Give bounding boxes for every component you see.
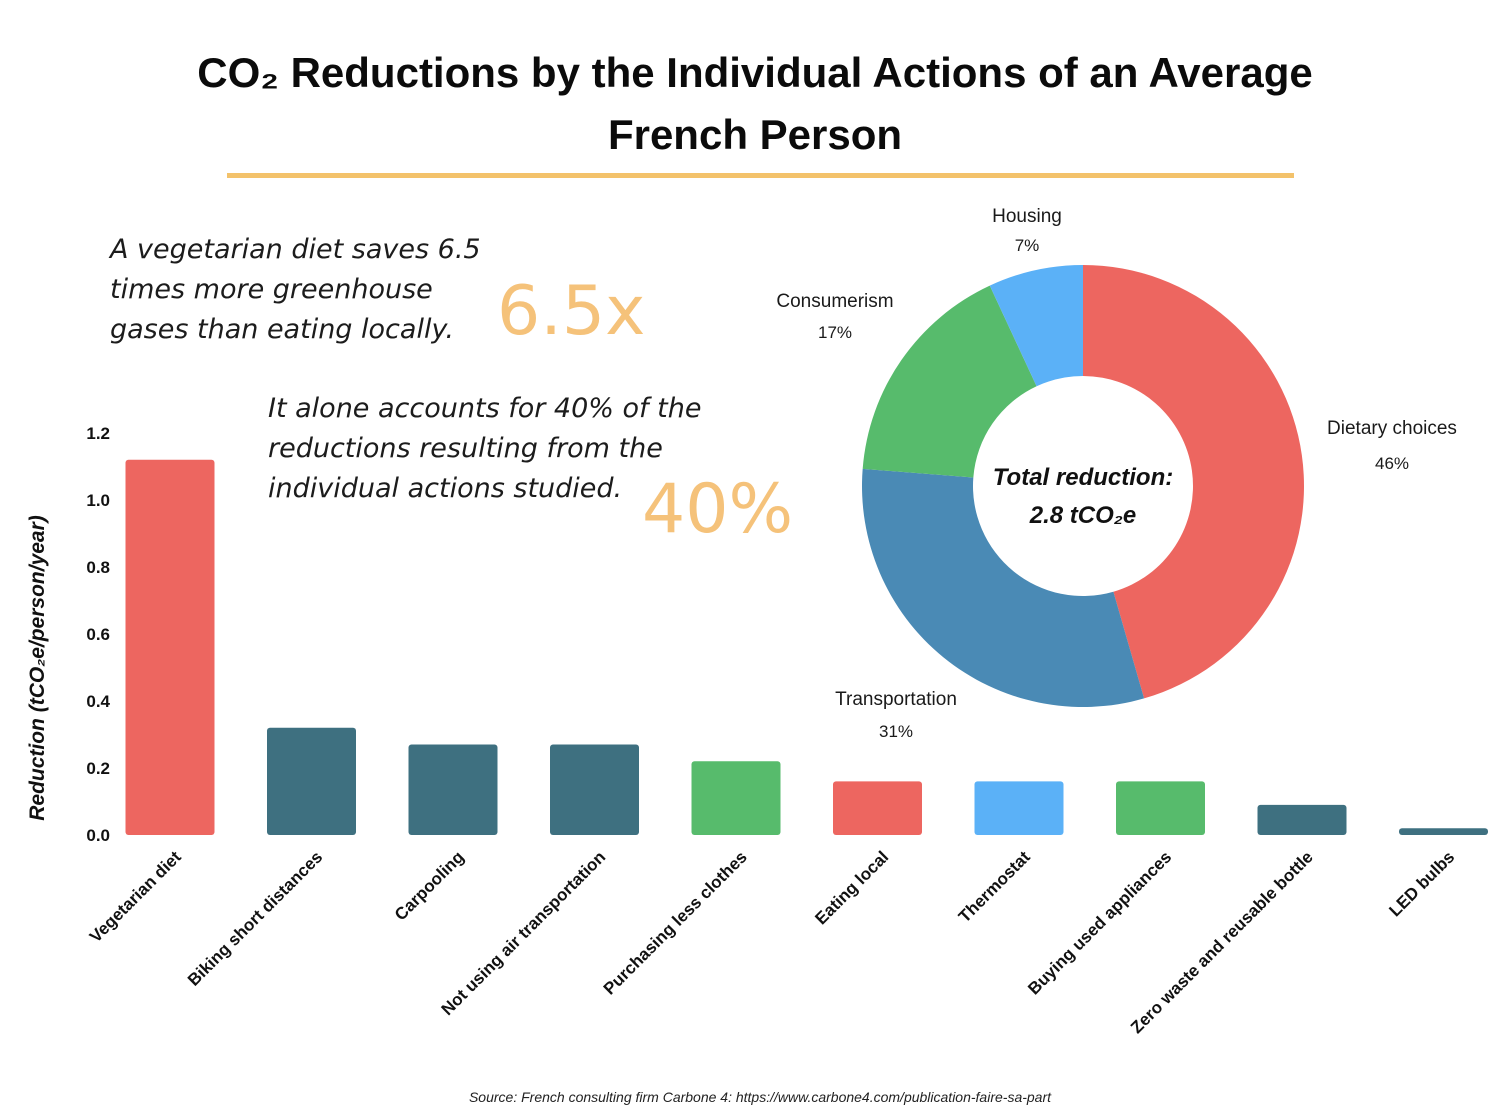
slice-percent-label: 17% bbox=[818, 323, 852, 342]
x-tick-label: Buying used appliances bbox=[1024, 847, 1175, 998]
bar bbox=[691, 761, 781, 835]
x-tick-label: LED bulbs bbox=[1385, 847, 1458, 920]
donut-slice bbox=[989, 265, 1083, 387]
bar bbox=[974, 781, 1064, 835]
slice-label: Dietary choices bbox=[1327, 418, 1457, 439]
bar bbox=[408, 744, 498, 835]
share-note: It alone accounts for 40% of the reducti… bbox=[268, 393, 702, 504]
x-tick-label: Purchasing less clothes bbox=[600, 847, 751, 998]
donut-slice bbox=[862, 285, 1037, 478]
y-tick-label: 0.0 bbox=[86, 826, 110, 845]
chart-title: CO₂ Reductions by the Individual Actions… bbox=[197, 49, 1313, 158]
slice-percent-label: 7% bbox=[1015, 236, 1040, 255]
x-tick-label: Thermostat bbox=[955, 847, 1034, 926]
title-underline bbox=[227, 173, 1294, 178]
x-tick-label: Eating local bbox=[811, 847, 892, 928]
x-tick-label: Not using air transportation bbox=[438, 847, 610, 1019]
bar bbox=[267, 727, 356, 835]
x-tick-label: Vegetarian diet bbox=[86, 847, 185, 946]
bar bbox=[833, 781, 922, 835]
x-tick-label: Zero waste and reusable bottle bbox=[1127, 847, 1317, 1037]
slice-percent-label: 46% bbox=[1375, 454, 1409, 473]
y-tick-label: 1.0 bbox=[86, 491, 110, 510]
y-axis-label: Reduction (tCO₂e/person/year) bbox=[26, 515, 49, 821]
slice-label: Housing bbox=[992, 206, 1062, 227]
slice-label: Transportation bbox=[835, 689, 957, 710]
highlight-6-5x: 6.5x bbox=[497, 272, 646, 351]
y-tick-label: 0.2 bbox=[86, 759, 110, 778]
slice-label: Consumerism bbox=[776, 291, 893, 312]
y-tick-label: 0.6 bbox=[86, 625, 110, 644]
source-note: Source: French consulting firm Carbone 4… bbox=[468, 1089, 1052, 1105]
bar bbox=[1257, 804, 1347, 835]
y-tick-label: 0.4 bbox=[86, 692, 110, 711]
x-tick-label: Carpooling bbox=[391, 847, 468, 924]
bar bbox=[125, 459, 215, 835]
x-tick-label: Biking short distances bbox=[184, 847, 326, 989]
y-tick-label: 1.2 bbox=[86, 424, 110, 443]
donut-center-value: 2.8 tCO₂e bbox=[1029, 502, 1137, 529]
bar bbox=[1399, 828, 1488, 835]
bar bbox=[550, 744, 639, 835]
bar bbox=[1116, 781, 1205, 835]
vegetarian-note: A vegetarian diet saves 6.5 times more g… bbox=[110, 234, 481, 345]
donut-center-label: Total reduction: bbox=[992, 464, 1174, 491]
highlight-40-percent: 40% bbox=[642, 470, 794, 549]
slice-percent-label: 31% bbox=[879, 722, 913, 741]
y-tick-label: 0.8 bbox=[86, 558, 110, 577]
